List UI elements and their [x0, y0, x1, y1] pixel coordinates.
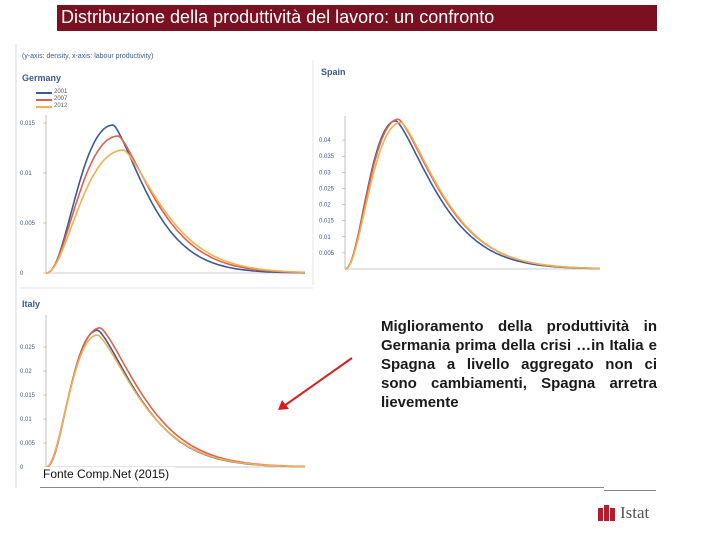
- y-tick-label: 0.005: [20, 221, 36, 227]
- footer-rule-right: [604, 490, 656, 491]
- istat-mark-icon: [598, 505, 615, 521]
- y-tick-label: 0.015: [20, 393, 36, 399]
- y-tick-label: 0.01: [20, 171, 32, 177]
- axis-note: (y-axis: density, x-axis: labour product…: [22, 53, 154, 60]
- footer-rule-left: [40, 487, 604, 488]
- y-tick-label: 0.03: [319, 170, 331, 176]
- germany-panel-title: Germany: [22, 73, 62, 83]
- y-tick-label: 0: [20, 465, 24, 471]
- legend-item-2007: 2007: [36, 96, 67, 103]
- y-tick-label: 0.04: [319, 138, 331, 144]
- spain-panel-title: Spain: [321, 67, 346, 77]
- y-tick-label: 0: [20, 271, 24, 277]
- y-tick-label: 0.015: [319, 219, 335, 225]
- y-tick-label: 0.015: [20, 121, 36, 127]
- y-tick-label: 0.005: [20, 441, 36, 447]
- y-tick-label: 0.02: [20, 369, 32, 375]
- legend-item-2001: 2001: [36, 89, 67, 96]
- pointer-arrow: [283, 357, 353, 407]
- y-tick-label: 0.02: [319, 203, 331, 209]
- charts-background: [16, 44, 616, 488]
- legend-item-2012: 2012: [36, 103, 67, 110]
- y-tick-label: 0.005: [319, 251, 335, 257]
- slide-title: Distribuzione della produttività del lav…: [61, 7, 495, 27]
- italy-panel-title: Italy: [22, 299, 41, 309]
- y-tick-label: 0.025: [319, 186, 335, 192]
- spain-series-2012: [344, 121, 600, 270]
- y-tick-label: 0.01: [20, 417, 32, 423]
- source-label: Fonte Comp.Net (2015): [40, 467, 176, 481]
- istat-logo-text: Istat: [620, 503, 650, 522]
- germany-series-2012: [45, 149, 305, 274]
- italy-series-2012: [45, 334, 306, 468]
- germany-legend: 2001 2007 2012: [36, 89, 67, 110]
- istat-logo: Istat: [598, 503, 649, 523]
- y-tick-label: 0.025: [20, 345, 36, 351]
- title-bar: Distribuzione della produttività del lav…: [57, 5, 657, 31]
- y-tick-label: 0.01: [319, 235, 331, 241]
- y-tick-label: 0.035: [319, 154, 335, 160]
- comment-text: Miglioramento della produttività in Germ…: [381, 318, 657, 411]
- germany-series-2001: [45, 124, 305, 274]
- germany-series-2007: [45, 135, 306, 274]
- pointer-arrow-head: [278, 400, 289, 410]
